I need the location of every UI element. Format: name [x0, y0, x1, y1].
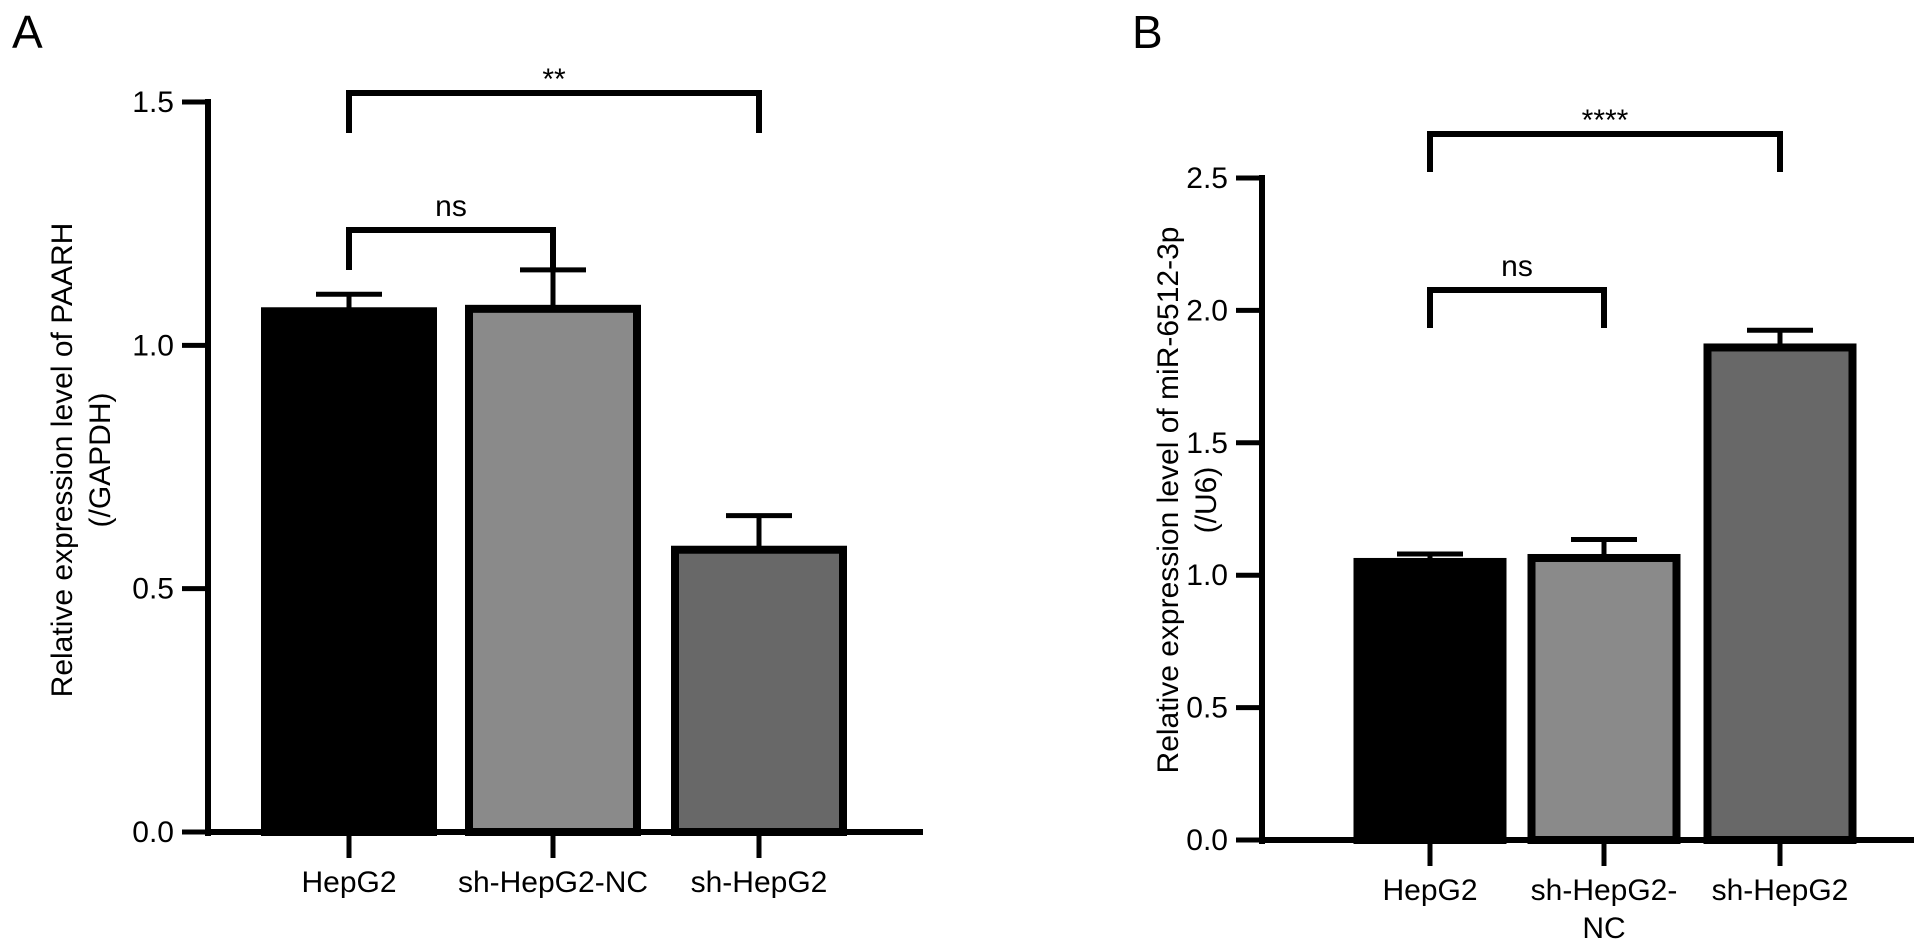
y-axis-label-line: Relative expression level of PAARH: [46, 223, 79, 698]
y-tick-label: 0.5: [1186, 692, 1228, 725]
x-category-label-line: sh-HepG2-NC: [458, 866, 648, 899]
significance-label: ns: [1501, 250, 1533, 283]
x-category-label: sh-HepG2-NC: [458, 866, 648, 899]
significance-bracket: [346, 90, 762, 133]
y-axis-label: Relative expression level of miR-6512-3p…: [1152, 227, 1223, 774]
significance-bracket: [346, 227, 556, 270]
bar: [465, 304, 641, 837]
y-tick-label: 1.5: [1186, 427, 1228, 460]
x-category-label-line: sh-HepG2: [691, 866, 828, 899]
panel-letter: A: [12, 6, 43, 58]
bar: [1353, 557, 1507, 845]
y-axis-label-line: (/U6): [1190, 467, 1223, 534]
x-category-label-line: HepG2: [301, 866, 396, 899]
panel-letter: B: [1132, 6, 1163, 58]
y-tick-label: 1.0: [132, 329, 174, 362]
significance-label: **: [542, 63, 566, 96]
significance-label: ns: [435, 190, 467, 223]
bar: [671, 545, 847, 836]
x-category-label: HepG2: [1382, 874, 1477, 907]
x-category-label: sh-HepG2: [691, 866, 828, 899]
significance-bracket: [1427, 131, 1783, 172]
bar: [261, 307, 437, 836]
y-tick-label: 2.0: [1186, 294, 1228, 327]
y-tick-label: 1.5: [132, 86, 174, 119]
y-axis-label-line: (/GAPDH): [84, 393, 117, 528]
significance-bracket: [1427, 287, 1607, 328]
y-axis-label: Relative expression level of PAARH (/GAPD…: [46, 223, 117, 698]
x-category-label: sh-HepG2: [1712, 874, 1849, 907]
x-category-label-line: HepG2: [1382, 874, 1477, 907]
y-tick-label: 0.0: [1186, 824, 1228, 857]
x-category-label-line: sh-HepG2: [1712, 874, 1849, 907]
y-tick-label: 0.0: [132, 816, 174, 849]
y-axis-label-line: Relative expression level of miR-6512-3p: [1152, 227, 1185, 774]
x-category-label-line: sh-HepG2-: [1531, 874, 1678, 907]
x-category-label: sh-HepG2- NC: [1531, 874, 1678, 945]
y-tick-label: 2.5: [1186, 162, 1228, 195]
significance-label: ****: [1582, 104, 1629, 137]
bar: [1527, 553, 1681, 844]
x-category-label-line: NC: [1582, 912, 1625, 945]
y-tick-label: 1.0: [1186, 559, 1228, 592]
y-tick-label: 0.5: [132, 573, 174, 606]
x-category-label: HepG2: [301, 866, 396, 899]
bar: [1703, 343, 1857, 844]
panel-a: A 0.0 0.5 1.0 1.5 Relative expression level o…: [12, 6, 923, 899]
